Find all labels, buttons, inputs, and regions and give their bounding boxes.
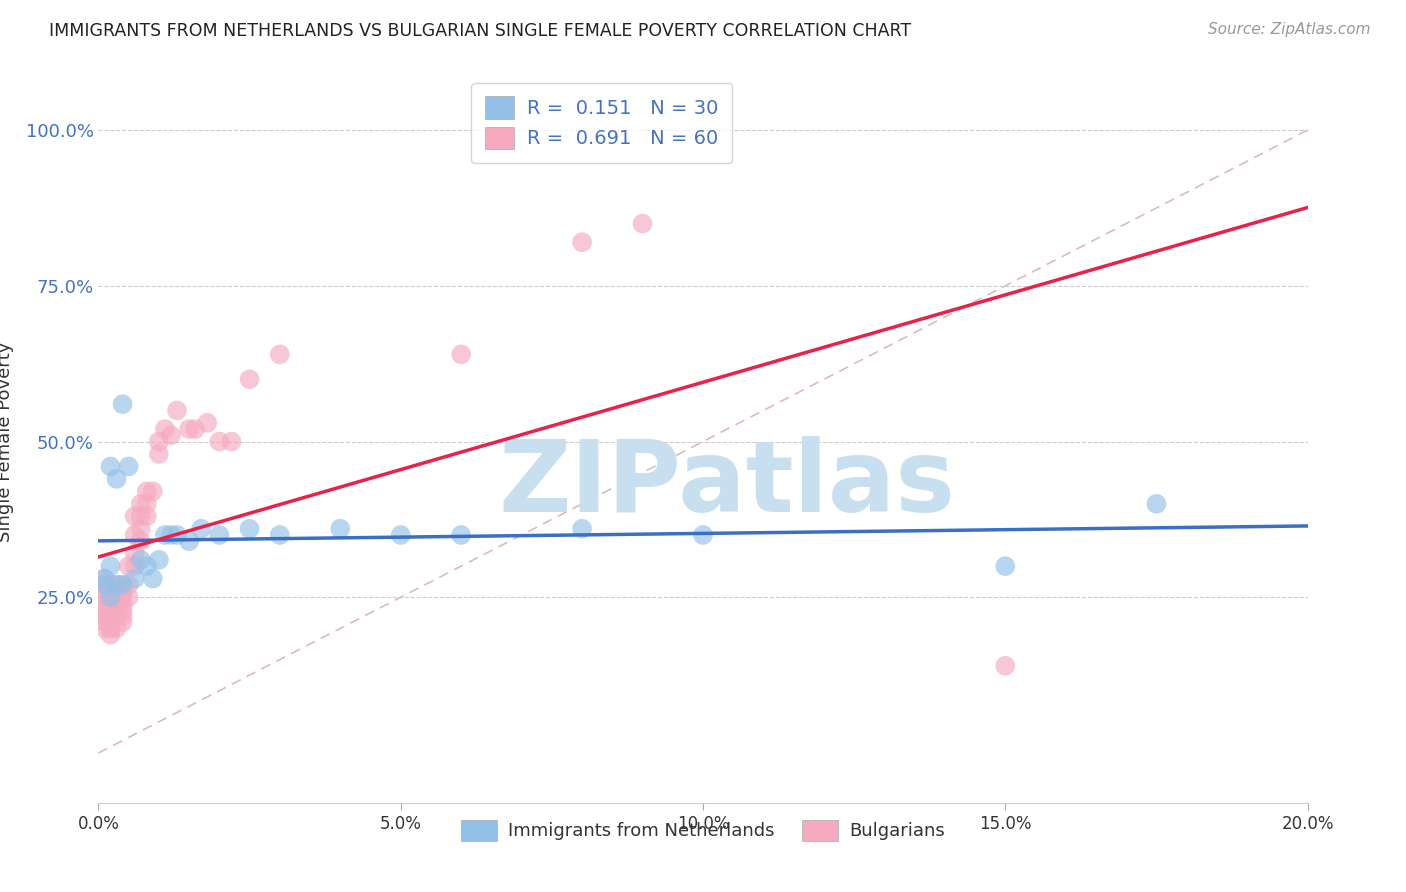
Point bbox=[129, 497, 152, 511]
Point bbox=[118, 591, 141, 605]
Point bbox=[631, 217, 654, 231]
Point bbox=[100, 559, 122, 574]
Point bbox=[100, 627, 122, 641]
Point bbox=[450, 528, 472, 542]
Point bbox=[148, 434, 170, 449]
Point bbox=[142, 484, 165, 499]
Point bbox=[105, 621, 128, 635]
Text: IMMIGRANTS FROM NETHERLANDS VS BULGARIAN SINGLE FEMALE POVERTY CORRELATION CHART: IMMIGRANTS FROM NETHERLANDS VS BULGARIAN… bbox=[49, 22, 911, 40]
Point bbox=[135, 484, 157, 499]
Point bbox=[450, 347, 472, 361]
Point bbox=[179, 534, 201, 549]
Point bbox=[111, 578, 134, 592]
Point bbox=[111, 603, 134, 617]
Point bbox=[239, 372, 262, 386]
Point bbox=[93, 603, 115, 617]
Point bbox=[93, 572, 115, 586]
Point bbox=[93, 578, 115, 592]
Point bbox=[179, 422, 201, 436]
Point bbox=[100, 591, 122, 605]
Point bbox=[111, 397, 134, 411]
Legend: Immigrants from Netherlands, Bulgarians: Immigrants from Netherlands, Bulgarians bbox=[454, 813, 952, 848]
Point bbox=[329, 522, 352, 536]
Point bbox=[208, 434, 231, 449]
Point bbox=[111, 609, 134, 624]
Point bbox=[111, 578, 134, 592]
Point bbox=[111, 615, 134, 630]
Point bbox=[93, 584, 115, 599]
Point bbox=[124, 547, 146, 561]
Point bbox=[571, 235, 593, 250]
Point bbox=[105, 472, 128, 486]
Point bbox=[571, 522, 593, 536]
Point bbox=[208, 528, 231, 542]
Point bbox=[184, 422, 207, 436]
Point bbox=[118, 578, 141, 592]
Point bbox=[239, 522, 262, 536]
Point bbox=[111, 591, 134, 605]
Point bbox=[221, 434, 243, 449]
Point bbox=[190, 522, 212, 536]
Point bbox=[153, 528, 176, 542]
Point bbox=[93, 597, 115, 611]
Point bbox=[111, 597, 134, 611]
Point bbox=[389, 528, 412, 542]
Point bbox=[135, 559, 157, 574]
Point bbox=[129, 509, 152, 524]
Point bbox=[269, 347, 291, 361]
Point bbox=[105, 584, 128, 599]
Point bbox=[100, 609, 122, 624]
Point bbox=[160, 528, 183, 542]
Point bbox=[93, 591, 115, 605]
Point bbox=[93, 572, 115, 586]
Y-axis label: Single Female Poverty: Single Female Poverty bbox=[0, 342, 14, 541]
Point bbox=[135, 509, 157, 524]
Point bbox=[692, 528, 714, 542]
Text: Source: ZipAtlas.com: Source: ZipAtlas.com bbox=[1208, 22, 1371, 37]
Point bbox=[100, 578, 122, 592]
Point bbox=[135, 497, 157, 511]
Point bbox=[105, 609, 128, 624]
Text: ZIPatlas: ZIPatlas bbox=[499, 436, 956, 533]
Point bbox=[100, 603, 122, 617]
Point bbox=[994, 559, 1017, 574]
Point bbox=[105, 578, 128, 592]
Point bbox=[93, 621, 115, 635]
Point bbox=[1144, 497, 1167, 511]
Point bbox=[93, 609, 115, 624]
Point bbox=[93, 578, 115, 592]
Point bbox=[166, 403, 188, 417]
Point bbox=[105, 591, 128, 605]
Point bbox=[129, 534, 152, 549]
Point bbox=[124, 509, 146, 524]
Point bbox=[100, 591, 122, 605]
Point bbox=[111, 584, 134, 599]
Point bbox=[118, 559, 141, 574]
Point bbox=[124, 559, 146, 574]
Point bbox=[100, 621, 122, 635]
Point bbox=[129, 553, 152, 567]
Point bbox=[142, 572, 165, 586]
Point bbox=[148, 553, 170, 567]
Point bbox=[124, 528, 146, 542]
Point bbox=[93, 615, 115, 630]
Point bbox=[153, 422, 176, 436]
Point bbox=[105, 578, 128, 592]
Point bbox=[160, 428, 183, 442]
Point bbox=[105, 597, 128, 611]
Point bbox=[994, 658, 1017, 673]
Point bbox=[195, 416, 218, 430]
Point bbox=[118, 459, 141, 474]
Point bbox=[148, 447, 170, 461]
Point bbox=[100, 459, 122, 474]
Point bbox=[100, 584, 122, 599]
Point bbox=[269, 528, 291, 542]
Point bbox=[124, 572, 146, 586]
Point bbox=[129, 522, 152, 536]
Point bbox=[166, 528, 188, 542]
